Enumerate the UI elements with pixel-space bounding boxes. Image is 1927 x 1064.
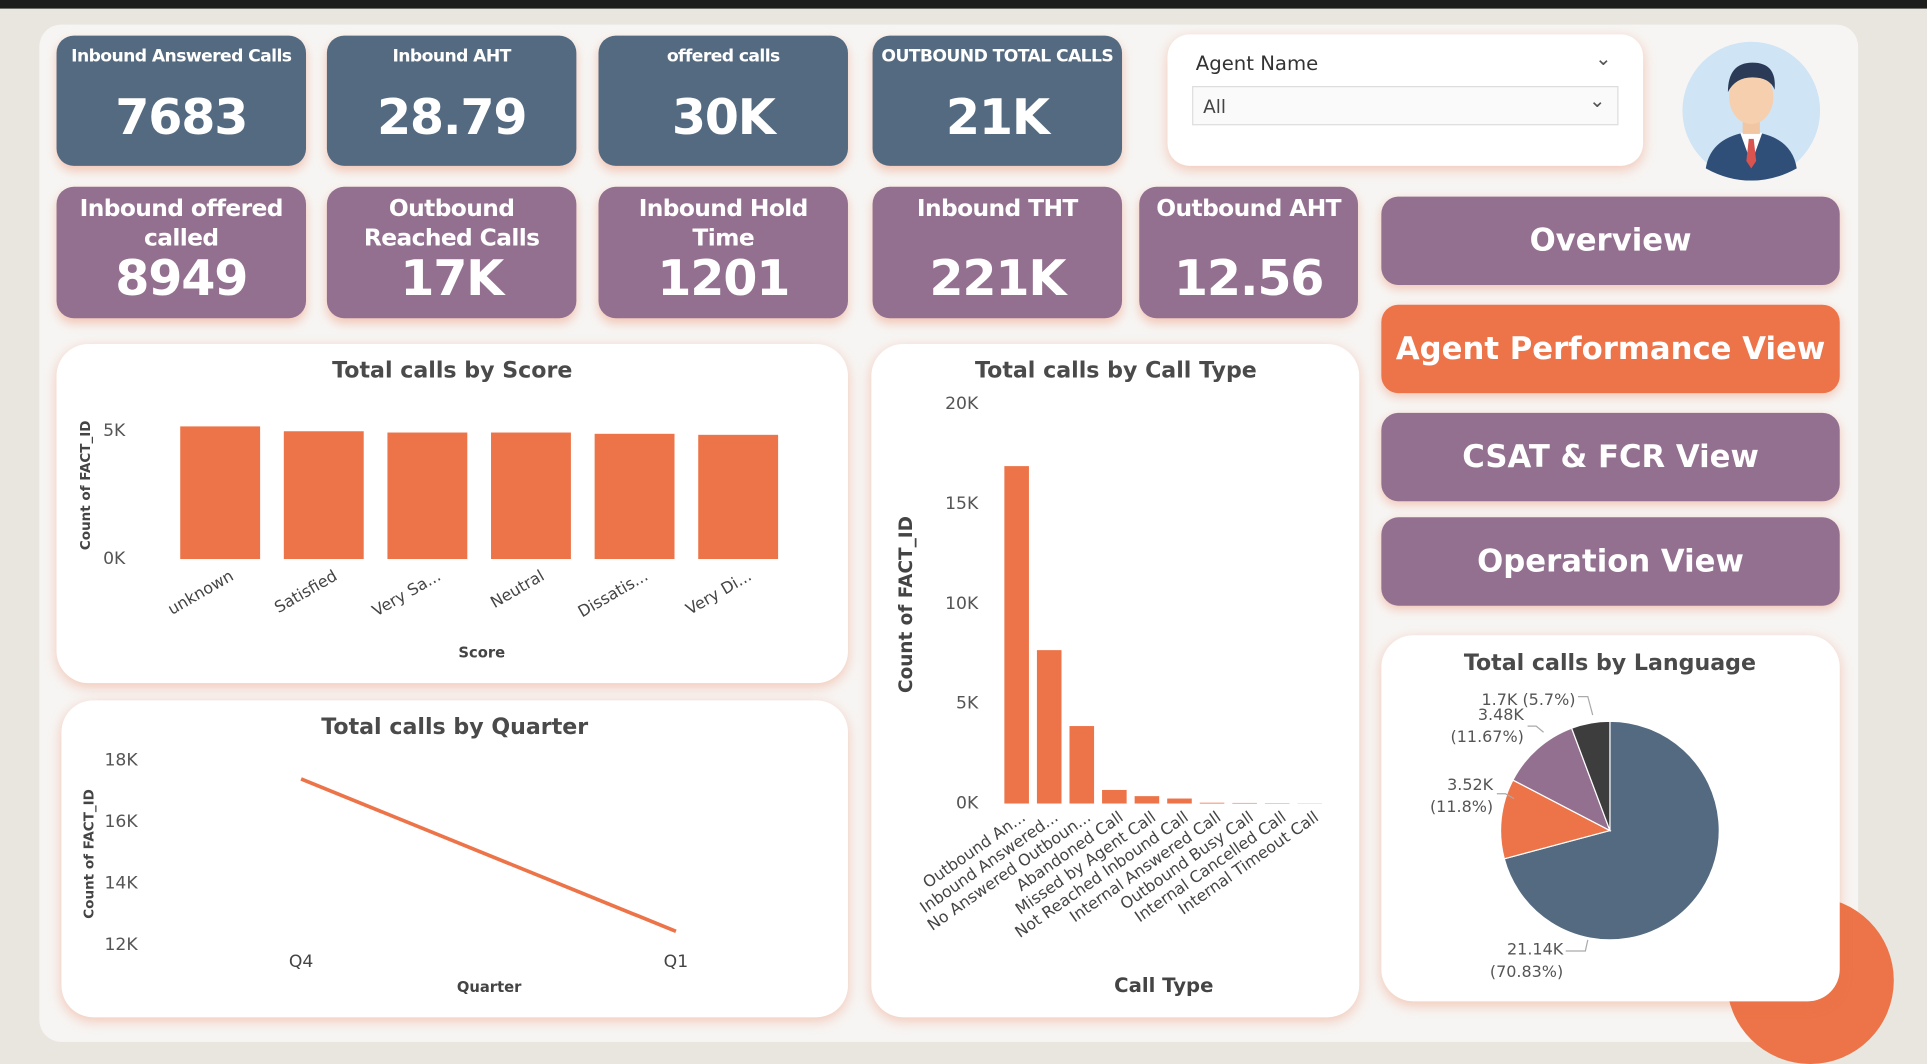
kpi-value: 17K: [400, 250, 504, 308]
nav-button[interactable]: Agent Performance View: [1381, 304, 1840, 394]
nav-button[interactable]: Operation View: [1381, 517, 1840, 606]
slicer-label: Agent Name: [1195, 51, 1319, 75]
nav-button[interactable]: Overview: [1381, 196, 1840, 286]
kpi-card: OUTBOUND TOTAL CALLS 21K: [872, 35, 1123, 166]
kpi-card: Outbound Reached Calls 17K: [326, 186, 577, 319]
data-label: 3.48K (11.67%): [1450, 706, 1524, 748]
avatar: [1682, 41, 1821, 181]
kpi-value: 1201: [657, 250, 790, 308]
chart-card: [871, 344, 1360, 1018]
kpi-value: 221K: [929, 250, 1066, 308]
slicer-value: All: [1203, 95, 1227, 118]
kpi-value: 8949: [115, 250, 248, 308]
kpi-value: 30K: [671, 89, 776, 147]
chevron: ⌄: [1589, 88, 1606, 112]
kpi-label: Inbound AHT: [392, 46, 511, 67]
kpi-label: OUTBOUND TOTAL CALLS: [881, 46, 1114, 67]
kpi-label: Inbound THT: [916, 195, 1078, 223]
kpi-label: Inbound Answered Calls: [71, 46, 292, 67]
kpi-card: Inbound THT 221K: [872, 186, 1123, 319]
kpi-label: offered calls: [666, 46, 780, 67]
kpi-card: Outbound AHT 12.56: [1139, 186, 1358, 319]
data-label: 3.52K (11.8%): [1429, 776, 1494, 818]
chevron[interactable]: ⌄: [1595, 46, 1612, 71]
kpi-value: 12.56: [1173, 250, 1325, 308]
kpi-label: Outbound AHT: [1156, 195, 1341, 223]
kpi-card: Inbound Hold Time 1201: [598, 186, 848, 319]
data-label: 1.7K (5.7%): [1481, 691, 1576, 711]
chart-card: [61, 700, 848, 1018]
kpi-card: Inbound offered called 8949: [56, 186, 307, 319]
kpi-card: offered calls 30K: [598, 35, 848, 166]
kpi-value: 21K: [945, 89, 1050, 147]
kpi-value: 7683: [115, 89, 248, 147]
slicer-dropdown[interactable]: All ⌄: [1192, 86, 1619, 126]
kpi-card: Inbound Answered Calls 7683: [56, 35, 307, 166]
kpi-card: Inbound AHT 28.79: [326, 35, 577, 166]
kpi-label: Outbound Reached Calls: [363, 195, 540, 252]
top-strip: [0, 0, 1927, 9]
chart-card: [56, 344, 848, 684]
slicer-card: Agent Name ⌄ All ⌄: [1167, 34, 1644, 166]
kpi-label: Inbound Hold Time: [638, 195, 809, 252]
kpi-value: 28.79: [376, 89, 528, 147]
data-label: 21.14K (70.83%): [1489, 941, 1564, 982]
nav-button[interactable]: CSAT & FCR View: [1381, 412, 1840, 502]
kpi-label: Inbound offered called: [79, 195, 284, 252]
